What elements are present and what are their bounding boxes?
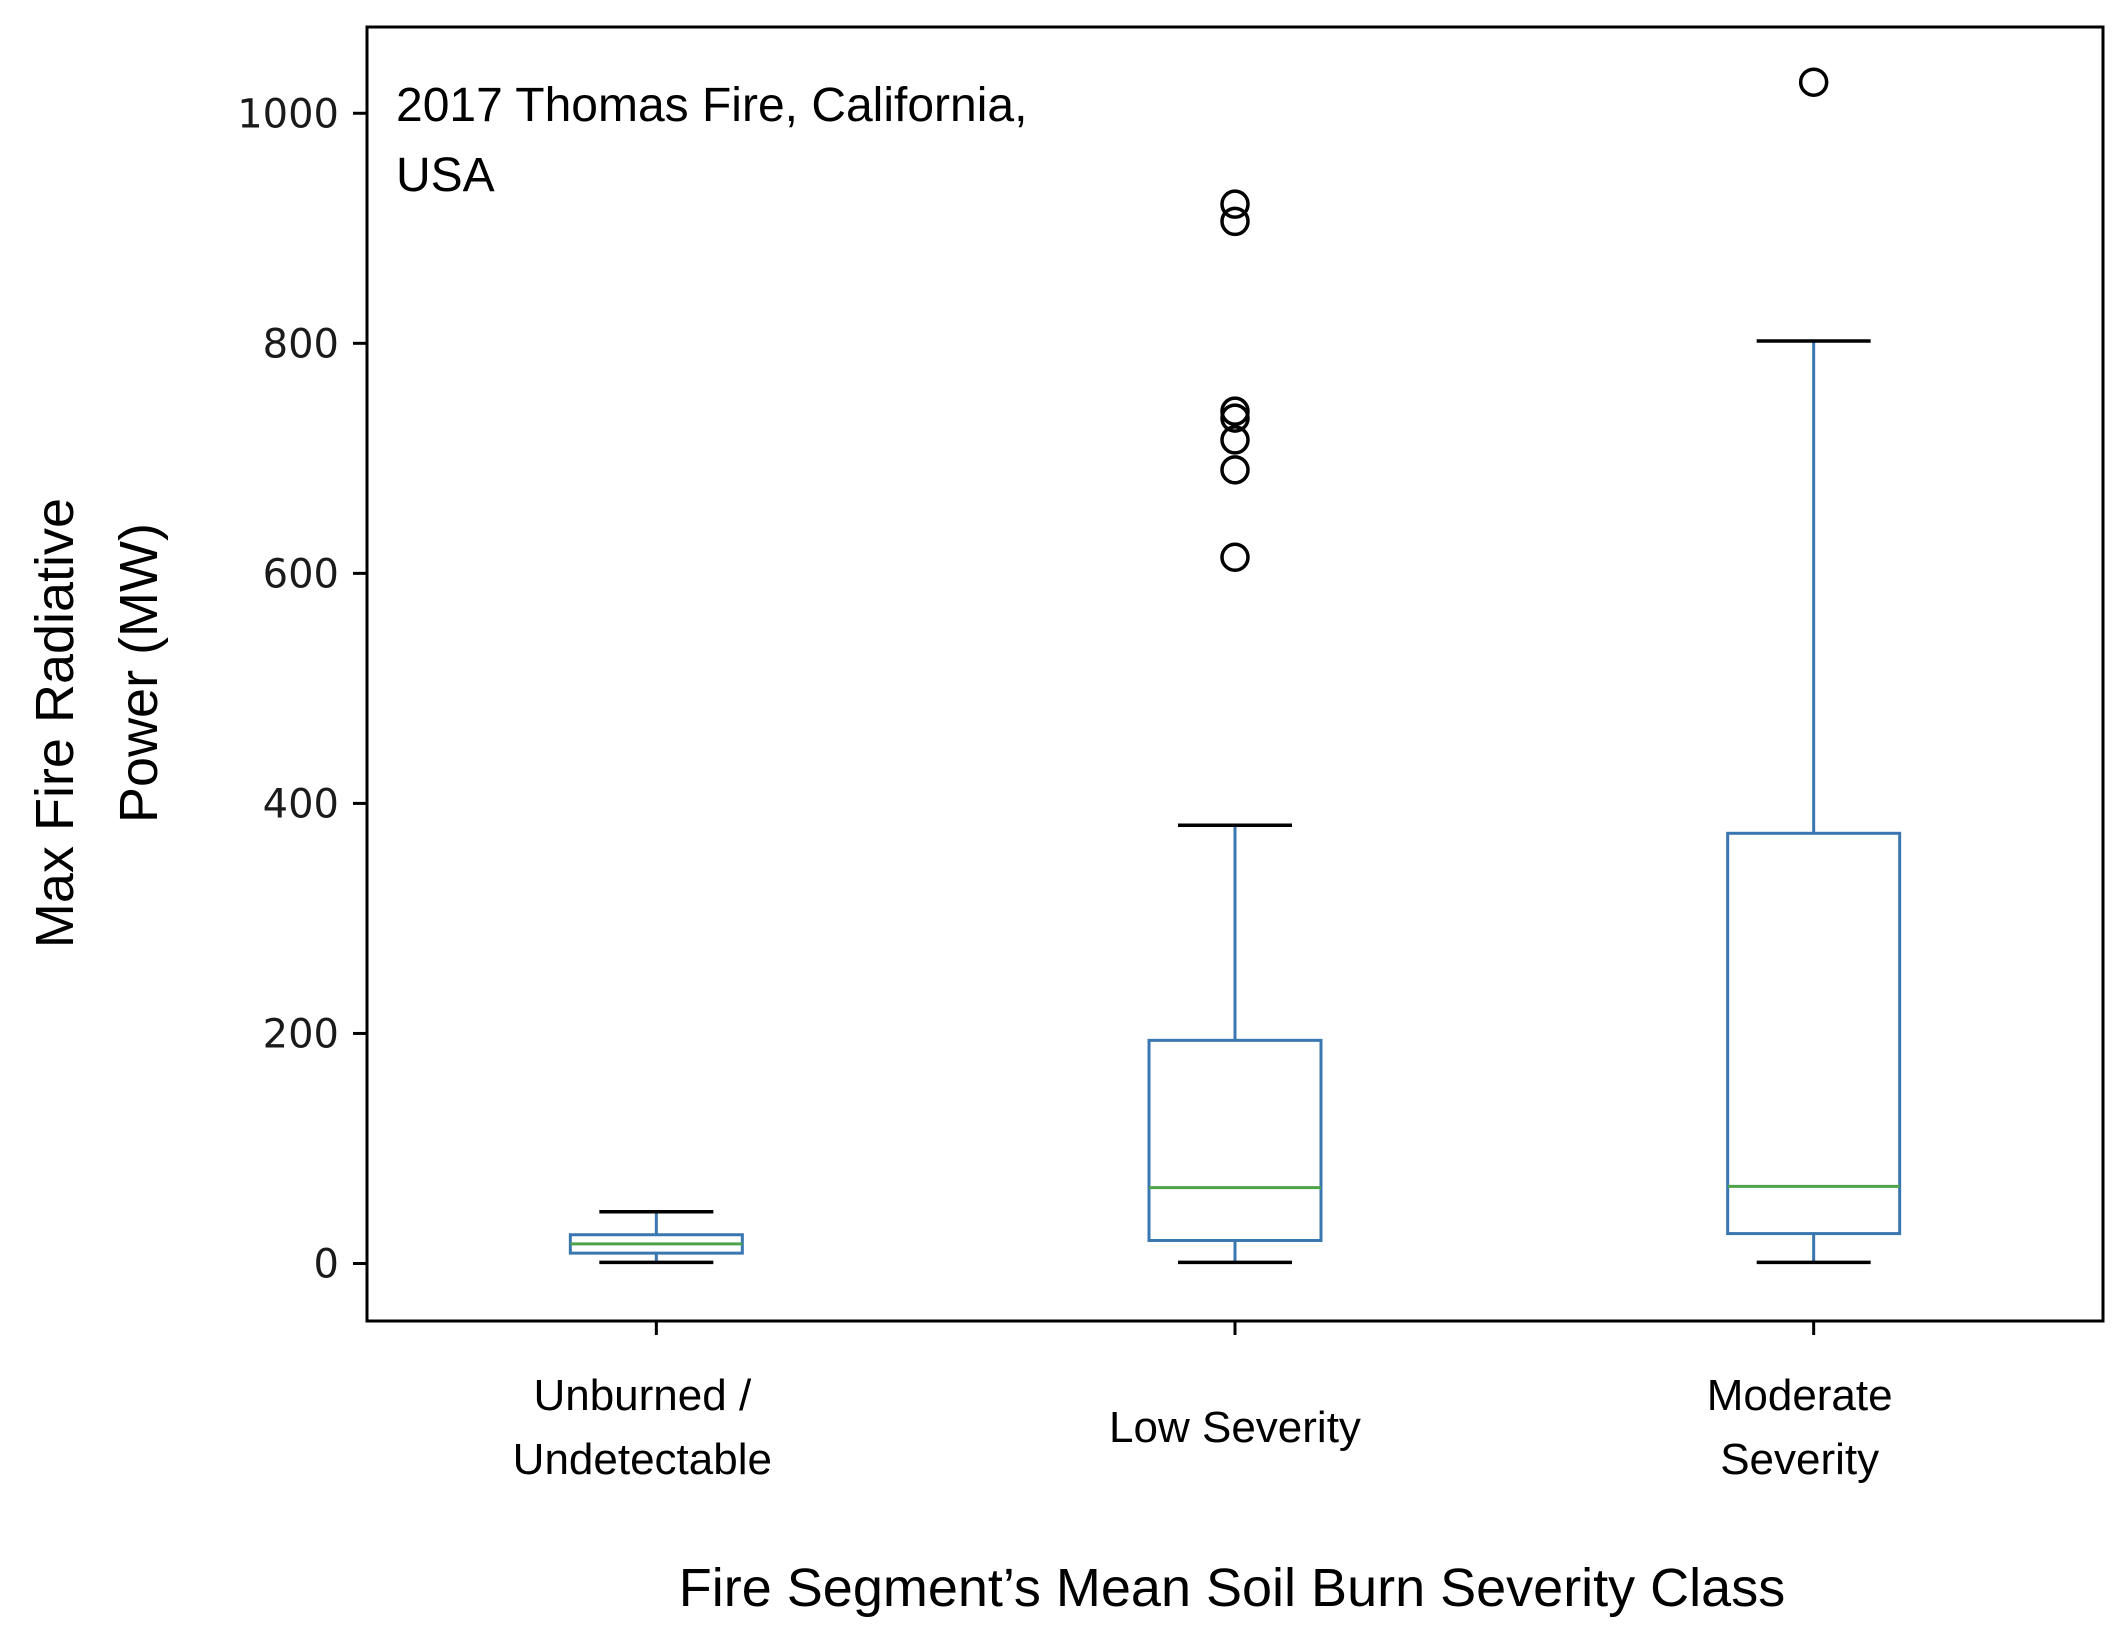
- iqr-box: [1726, 831, 1902, 1236]
- x-category-label: Undetectable: [513, 1435, 772, 1484]
- x-axis-title: Fire Segment’s Mean Soil Burn Severity C…: [679, 1558, 1785, 1618]
- box-group: [568, 1209, 744, 1265]
- y-tick-label: 0: [314, 1241, 339, 1287]
- x-axis: Unburned / Undetectable Low Severity Modera…: [513, 1321, 1893, 1484]
- y-tick-label: 200: [263, 1011, 339, 1057]
- x-category-label: Unburned /: [533, 1371, 751, 1420]
- x-category-label: Low Severity: [1109, 1403, 1361, 1452]
- plot-area: [365, 25, 2105, 1323]
- box-group: [1147, 189, 1323, 1265]
- outlier-point: [1220, 455, 1250, 485]
- chart-annotation-line-1: 2017 Thomas Fire, California,: [396, 79, 1027, 132]
- iqr-box: [1147, 1038, 1323, 1242]
- y-tick-label: 800: [263, 321, 339, 367]
- outlier-point: [1220, 425, 1250, 455]
- y-axis-title-line-1: Max Fire Radiative: [25, 498, 85, 948]
- y-axis: 0 200 400 600 800 1000: [237, 91, 367, 1287]
- outlier-point: [1220, 189, 1250, 219]
- outlier-point: [1798, 67, 1829, 97]
- y-tick-label: 1000: [237, 91, 339, 137]
- y-tick-label: 600: [263, 551, 339, 597]
- plot-frame: [365, 25, 2105, 1323]
- chart-annotation-line-2: USA: [396, 149, 495, 202]
- outlier-point: [1220, 396, 1250, 426]
- x-category-label: Moderate: [1707, 1371, 1893, 1420]
- outlier-point: [1220, 542, 1250, 573]
- x-category-label: Severity: [1720, 1435, 1879, 1484]
- box-group: [1726, 67, 1902, 1265]
- y-axis-title-line-2: Power (MW): [109, 523, 169, 823]
- outlier-point: [1220, 206, 1250, 237]
- y-tick-label: 400: [263, 781, 339, 827]
